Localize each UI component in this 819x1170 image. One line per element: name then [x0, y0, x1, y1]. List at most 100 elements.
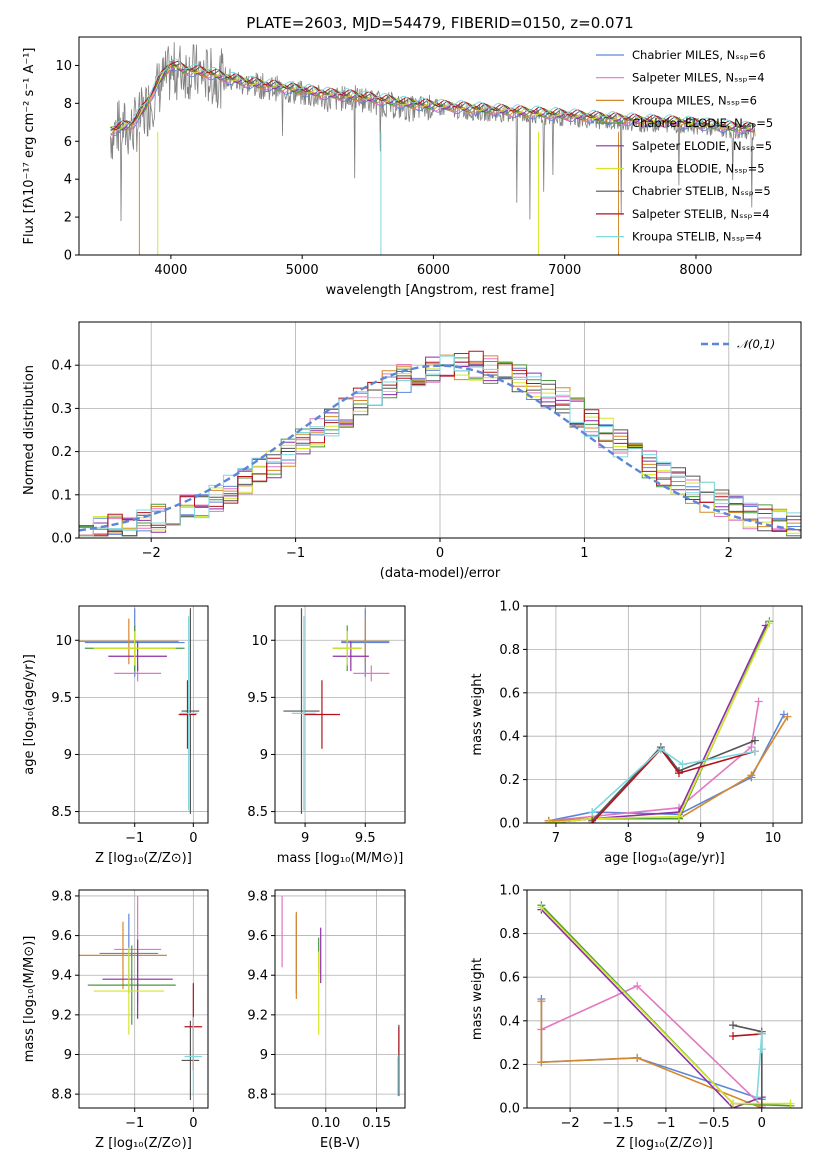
axes-frame [78, 889, 209, 1109]
plot-area [544, 617, 792, 823]
panel-age-vs-Z: −1 0 8.5 9 9.5 10 Z [log₁₀(Z/Z⊙)] age [log₁₀(ag… [22, 605, 209, 866]
weight-line-5 [548, 623, 771, 823]
y-tick-label: 9.8 [247, 889, 268, 904]
x-axis-label: Z [log₁₀(Z/Z⊙)] [616, 1136, 713, 1151]
x-tick-label: 2 [725, 546, 733, 561]
panel-weight-vs-Z: −2 −1.5 −1 −0.5 0 0.0 0.2 0.4 0.6 0.8 1.0 Z [log₁₀(… [470, 884, 803, 1151]
x-tick-label: 1 [580, 546, 588, 561]
y-tick-label: 0.8 [499, 643, 520, 658]
panel-age-vs-mass: 9 9.5 8.5 9 9.5 10 mass [log₁₀(M/M⊙)] [247, 605, 406, 866]
axes-frame [78, 36, 802, 256]
weight-marker [656, 745, 665, 754]
weight-marker [757, 1104, 766, 1108]
weight-marker [729, 1032, 738, 1041]
plot-area [283, 608, 390, 814]
weight-marker [537, 1058, 546, 1067]
plot-area [281, 895, 400, 1097]
x-tick-label: 0.15 [362, 1116, 391, 1131]
error-bar-5 [93, 947, 165, 1035]
weight-line-2 [540, 1001, 763, 1108]
x-tick-label: 4000 [154, 263, 187, 278]
weight-line-0 [548, 714, 785, 822]
weight-marker [752, 1093, 761, 1102]
error-bar-7 [178, 680, 197, 749]
y-tick-label: 0.0 [51, 532, 72, 547]
x-tick-label: 7000 [548, 263, 581, 278]
y-tick-label: 9 [64, 748, 72, 763]
x-axis-label: Z [log₁₀(Z/Z⊙)] [95, 851, 192, 866]
x-axis-label: E(B-V) [320, 1136, 360, 1151]
y-tick-label: 10 [251, 634, 268, 649]
weight-marker [786, 1099, 795, 1108]
weight-line-1 [548, 701, 760, 822]
legend-label: Kroupa STELIB, Nₛₛₚ=4 [632, 230, 762, 244]
y-tick-label: 0.4 [51, 359, 72, 374]
weight-marker [783, 712, 792, 721]
y-tick-label: 6 [64, 135, 72, 150]
x-tick-label: 9 [301, 831, 309, 846]
x-tick-label: 9.5 [355, 831, 376, 846]
y-tick-label: 9.6 [247, 929, 268, 944]
y-tick-label: 8 [64, 97, 72, 112]
error-bar-1 [353, 665, 390, 682]
y-tick-label: 9.6 [51, 929, 72, 944]
panel-mass-vs-Z: −1 0 8.8 9 9.2 9.4 9.6 9.8 Z [log₁₀(Z/Z⊙)] mass [… [22, 889, 209, 1151]
y-tick-label: 9.4 [247, 969, 268, 984]
x-tick-label: −2 [561, 1116, 580, 1131]
x-tick-label: −1.5 [602, 1116, 634, 1131]
weight-marker [754, 697, 763, 706]
y-tick-label: 0.6 [499, 971, 520, 986]
x-axis-label: mass [log₁₀(M/M⊙)] [277, 851, 404, 866]
error-bar-8 [291, 616, 316, 811]
y-tick-label: 9.2 [247, 1008, 268, 1023]
error-bar-2 [79, 921, 167, 990]
x-tick-label: 10 [765, 831, 782, 846]
model-spectrum-8 [110, 58, 755, 130]
x-tick-label: 7 [552, 831, 560, 846]
error-bar-4 [102, 939, 173, 1019]
x-tick-label: −1 [125, 831, 144, 846]
weight-marker [633, 981, 642, 990]
y-axis-label: mass weight [470, 673, 485, 755]
y-tick-label: 0.2 [499, 773, 520, 788]
error-bar-3 [87, 945, 176, 1025]
y-tick-label: 1.0 [499, 884, 520, 899]
x-tick-label: −2 [142, 546, 161, 561]
weight-marker [537, 903, 546, 912]
panel-spectrum: Chabrier MILES, Nₛₛₚ=6 Salpeter MILES, Nₛ… [22, 36, 802, 298]
y-tick-label: 2 [64, 211, 72, 226]
error-bar-4 [108, 641, 167, 672]
weight-marker [537, 997, 546, 1006]
y-tick-label: 8.5 [51, 805, 72, 820]
y-axis-label: age [log₁₀(age/yr)] [22, 654, 37, 775]
y-tick-label: 1.0 [499, 600, 520, 615]
error-bar-4 [332, 641, 369, 672]
weight-marker [674, 769, 683, 778]
legend-label: Kroupa MILES, Nₛₛₚ=6 [632, 93, 757, 107]
weight-marker [757, 1029, 766, 1038]
y-axis-label: Normed distribution [22, 365, 37, 495]
y-tick-label: 0.3 [51, 402, 72, 417]
y-tick-label: 0 [64, 249, 72, 264]
legend-label: Salpeter STELIB, Nₛₛₚ=4 [632, 207, 770, 221]
y-tick-label: 0.4 [499, 1014, 520, 1029]
y-tick-label: 9 [64, 1048, 72, 1063]
error-bar-6 [283, 608, 320, 814]
plot-area [79, 608, 200, 814]
weight-line-8 [591, 748, 756, 813]
weight-marker [544, 819, 553, 823]
weight-marker [750, 747, 759, 756]
y-tick-label: 0.0 [499, 1102, 520, 1117]
axes-frame [274, 605, 406, 824]
y-tick-label: 0.1 [51, 488, 72, 503]
weight-marker [750, 736, 759, 745]
figure-title: PLATE=2603, MJD=54479, FIBERID=0150, z=0… [246, 14, 633, 32]
weight-line-7 [591, 747, 756, 823]
weight-marker [729, 1021, 738, 1030]
weight-marker [633, 1053, 642, 1062]
y-tick-label: 0.6 [499, 686, 520, 701]
x-tick-label: 0.10 [311, 1116, 340, 1131]
x-axis-label: Z [log₁₀(Z/Z⊙)] [95, 1136, 192, 1151]
weight-line-4 [548, 625, 767, 823]
